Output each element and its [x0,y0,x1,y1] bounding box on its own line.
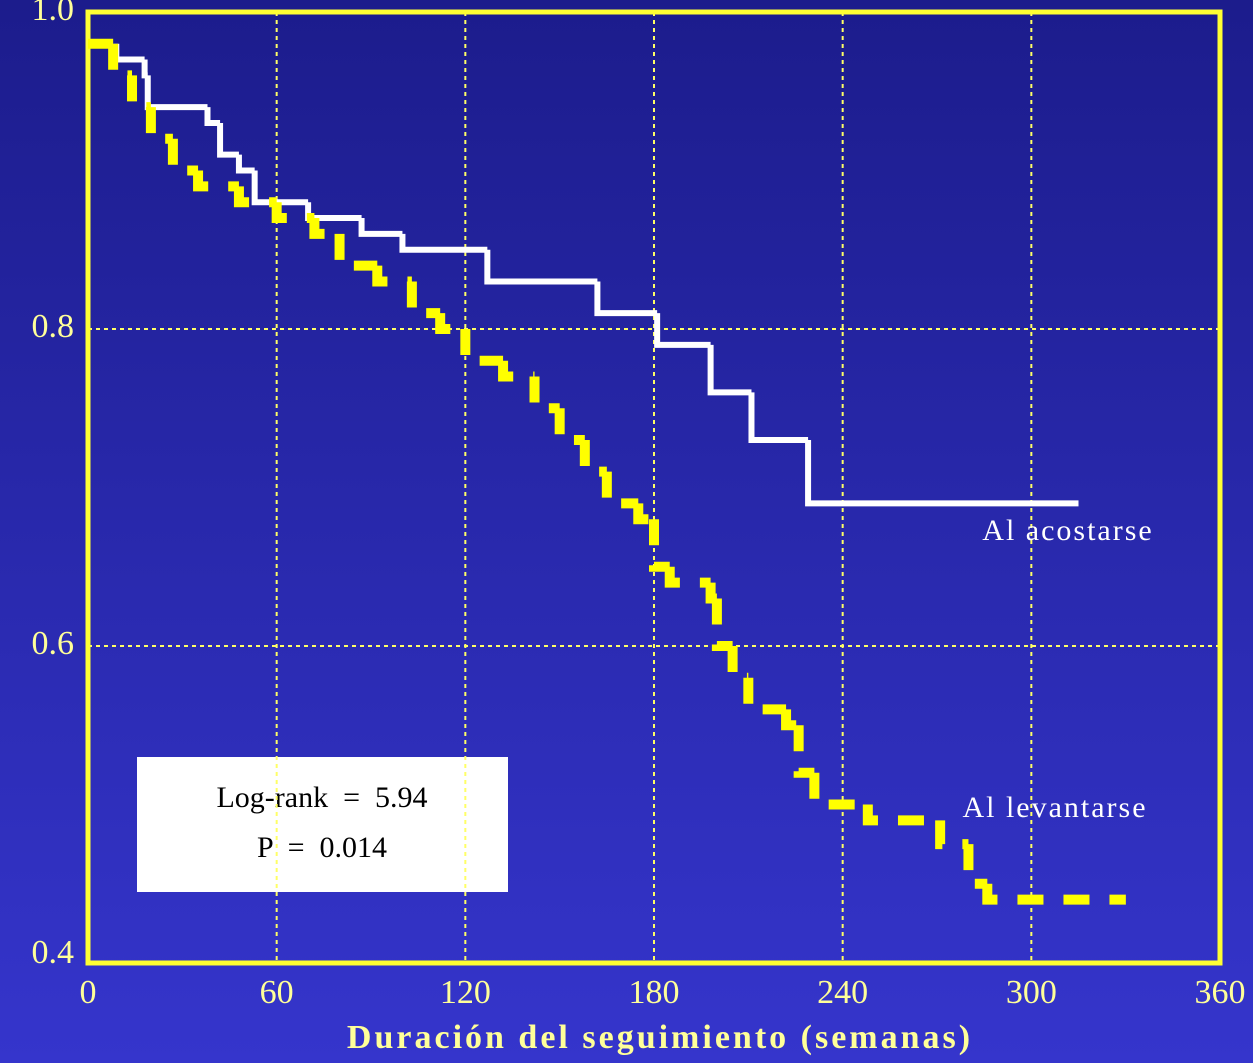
step-segment [309,218,340,239]
step-segment [372,265,412,287]
x-tick-label: 360 [1195,974,1246,1011]
step-segment [982,883,1126,905]
step-segment [334,233,378,271]
step-segment [193,170,239,192]
y-tick-label: 0.6 [32,625,75,662]
step-segment [805,439,1079,507]
step-segment [460,329,504,366]
step-segment [251,170,309,206]
step-segment [594,281,658,317]
step-segment [793,725,815,778]
step-segment [579,439,607,477]
step-segment [399,233,488,253]
step-segment [358,218,403,237]
step-segment [743,677,787,715]
x-tick-label: 180 [629,974,680,1011]
step-segment [271,202,315,224]
step-segment [664,566,711,588]
y-tick-label: 0.4 [32,934,75,971]
step-segment [529,376,560,414]
y-tick-label: 1.0 [32,0,75,28]
step-segment [707,344,752,396]
step-segment [204,107,221,126]
step-segment [554,408,585,445]
x-tick-label: 0 [80,974,97,1011]
x-tick-label: 240 [817,974,868,1011]
annotation: Log-rank = 5.94 [216,781,427,814]
step-segment [633,503,654,525]
step-segment [711,598,733,651]
step-segment [963,844,988,889]
step-segment [498,360,535,382]
x-tick-label: 300 [1006,974,1057,1011]
step-segment [235,154,255,174]
step-segment [406,281,441,319]
step-segment [748,392,809,443]
step-segment [141,59,148,79]
step-segment [601,471,639,509]
step-segment [233,186,277,208]
step-segment [217,122,239,158]
series-label: Al levantarse [962,791,1147,824]
step-segment [127,75,151,113]
x-tick-label: 120 [440,974,491,1011]
x-axis-label: Duración del seguimiento (semanas) [347,1019,973,1056]
y-tick-label: 0.8 [32,308,75,345]
step-segment [435,313,466,334]
step-segment [108,43,133,81]
step-segment [935,820,969,850]
plot-frame [85,9,1223,966]
step-segment [484,249,598,285]
step-segment [862,804,941,826]
step-segment [145,107,173,144]
annotation: P = 0.014 [257,831,387,864]
step-segment [809,772,868,810]
step-segment [649,519,670,572]
stats-box [137,757,508,892]
step-segment [727,646,749,683]
step-segment [654,313,711,348]
series-label: Al acostarse [982,514,1153,547]
x-tick-label: 60 [260,974,294,1011]
step-segment [167,138,199,176]
